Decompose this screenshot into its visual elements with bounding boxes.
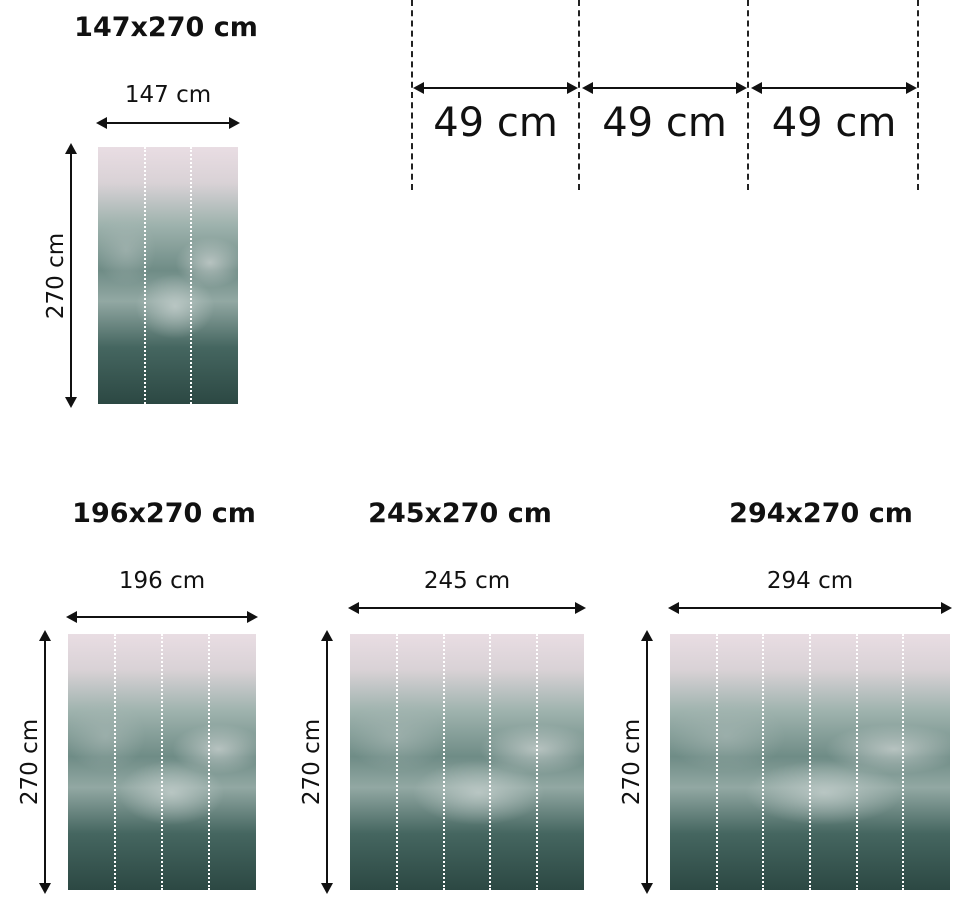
size-title: 294x270 cm bbox=[729, 498, 913, 529]
panel-divider bbox=[395, 634, 398, 890]
panel-divider bbox=[536, 634, 539, 890]
panel-edge-dashed-line bbox=[578, 0, 580, 190]
panel-divider bbox=[809, 634, 811, 890]
panel-edge-dashed-line bbox=[917, 0, 919, 190]
panel-divider bbox=[190, 147, 193, 404]
width-label: 196 cm bbox=[118, 568, 206, 594]
height-arrow bbox=[321, 630, 333, 894]
width-arrow bbox=[668, 602, 952, 614]
panel-width-label: 49 cm bbox=[433, 100, 558, 146]
width-label: 294 cm bbox=[766, 568, 854, 594]
forest-wallpaper-image bbox=[350, 634, 584, 890]
forest-wallpaper-image bbox=[68, 634, 256, 890]
panel-divider bbox=[762, 634, 765, 890]
height-arrow bbox=[641, 630, 653, 894]
panel-divider bbox=[855, 634, 858, 890]
panel-width-arrow bbox=[751, 82, 917, 94]
height-label: 270 cm bbox=[299, 718, 325, 806]
panel-divider bbox=[114, 634, 116, 890]
height-label: 270 cm bbox=[17, 718, 43, 806]
panel-width-label: 49 cm bbox=[771, 100, 897, 146]
panel-divider bbox=[442, 634, 445, 890]
height-arrow bbox=[39, 630, 51, 894]
height-label: 270 cm bbox=[619, 718, 645, 806]
size-title: 147x270 cm bbox=[74, 12, 258, 43]
forest-wallpaper-image bbox=[670, 634, 950, 890]
panel-divider bbox=[161, 634, 163, 890]
size-title: 245x270 cm bbox=[368, 498, 552, 529]
panel-width-arrow bbox=[413, 82, 578, 94]
width-label: 245 cm bbox=[423, 568, 511, 594]
panel-divider bbox=[489, 634, 492, 890]
height-label: 270 cm bbox=[43, 232, 69, 319]
forest-wallpaper-image bbox=[98, 147, 238, 404]
panel-divider bbox=[715, 634, 718, 890]
width-arrow bbox=[66, 611, 258, 623]
size-title: 196x270 cm bbox=[72, 498, 256, 529]
panel-width-arrow bbox=[582, 82, 747, 94]
width-arrow bbox=[96, 117, 240, 129]
height-arrow bbox=[65, 143, 77, 408]
panel-width-label: 49 cm bbox=[602, 100, 727, 146]
panel-divider bbox=[902, 634, 905, 890]
width-label: 147 cm bbox=[124, 82, 212, 108]
panel-edge-dashed-line bbox=[747, 0, 749, 190]
panel-divider bbox=[143, 147, 146, 404]
width-arrow bbox=[348, 602, 586, 614]
panel-edge-dashed-line bbox=[411, 0, 413, 190]
panel-divider bbox=[208, 634, 210, 890]
